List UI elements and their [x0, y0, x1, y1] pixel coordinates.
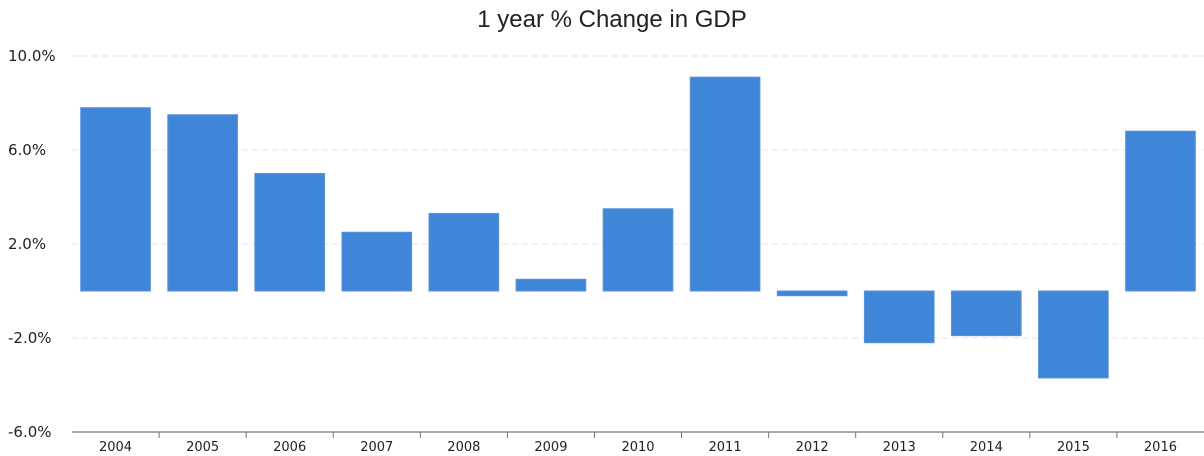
bar-2010 [602, 208, 674, 292]
x-tick-label: 2005 [186, 440, 219, 455]
gridlines [72, 55, 1204, 339]
x-tick-label: 2014 [970, 440, 1003, 455]
bar-2012 [776, 290, 848, 297]
x-tick-label: 2010 [621, 440, 654, 455]
y-axis-ticks: 10.0% 6.0% 2.0% -2.0% -6.0% [8, 47, 56, 441]
bar-2016 [1125, 130, 1196, 292]
bar-2011 [689, 76, 761, 292]
chart-title: 1 year % Change in GDP [477, 6, 746, 33]
x-tick-label: 2015 [1057, 440, 1090, 455]
x-tick-label: 2016 [1144, 440, 1177, 455]
y-tick-label: 10.0% [8, 47, 56, 65]
bar-2014 [950, 290, 1022, 337]
x-axis-ticks: 2004 2005 2006 2007 2008 2009 2010 2011 2012 2013… [99, 432, 1177, 455]
y-tick-label: -2.0% [8, 329, 52, 347]
bar-2009 [515, 278, 587, 292]
bar-2005 [167, 114, 238, 292]
x-tick-label: 2011 [709, 440, 742, 455]
x-tick-label: 2006 [273, 440, 306, 455]
bar-2008 [428, 212, 500, 292]
x-tick-label: 2008 [447, 440, 480, 455]
x-tick-label: 2012 [796, 440, 829, 455]
bars [80, 76, 1196, 379]
x-tick-label: 2009 [534, 440, 567, 455]
y-tick-label: 2.0% [8, 235, 46, 253]
x-tick-label: 2007 [360, 440, 393, 455]
y-tick-label: 6.0% [8, 141, 46, 159]
x-tick-label: 2004 [99, 440, 132, 455]
x-tick-label: 2013 [883, 440, 916, 455]
bar-2004 [80, 107, 151, 292]
bar-2006 [254, 173, 326, 292]
bar-2015 [1038, 290, 1109, 379]
bar-2013 [863, 290, 935, 344]
bar-2007 [341, 231, 413, 292]
y-tick-label: -6.0% [8, 423, 52, 441]
